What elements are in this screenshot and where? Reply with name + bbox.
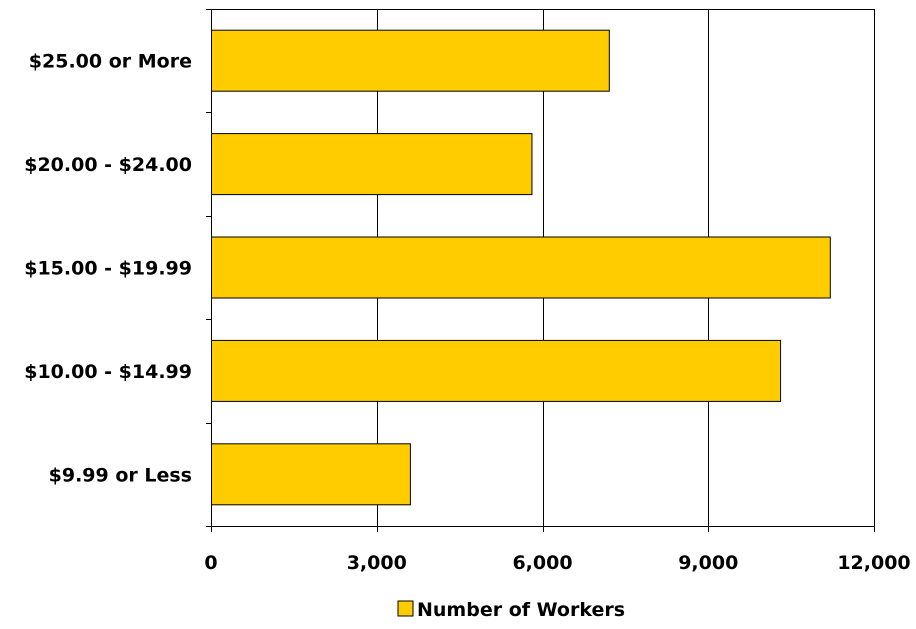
legend: Number of Workers <box>397 599 625 621</box>
bar <box>211 29 610 92</box>
axes <box>206 9 875 532</box>
x-tick-label: 12,000 <box>837 552 910 574</box>
bars <box>211 29 831 506</box>
category-label: $9.99 or Less <box>49 464 192 486</box>
x-tick-label: 3,000 <box>347 552 407 574</box>
category-labels: $25.00 or More $20.00 - $24.00 $15.00 - $1… <box>24 51 192 487</box>
category-label: $10.00 - $14.99 <box>24 361 192 383</box>
category-label: $25.00 or More <box>29 51 192 73</box>
bar <box>211 236 831 299</box>
tick-labels: 0 3,000 6,000 9,000 12,000 <box>204 552 910 574</box>
x-tick-label: 9,000 <box>678 552 738 574</box>
category-label: $15.00 - $19.99 <box>24 258 192 280</box>
bar <box>211 133 533 196</box>
x-tick-label: 0 <box>204 552 217 574</box>
category-label: $20.00 - $24.00 <box>24 154 192 176</box>
legend-label: Number of Workers <box>417 599 625 621</box>
bar <box>211 339 782 402</box>
legend-swatch <box>397 600 414 617</box>
x-tick-label: 6,000 <box>512 552 572 574</box>
bar <box>211 443 411 506</box>
